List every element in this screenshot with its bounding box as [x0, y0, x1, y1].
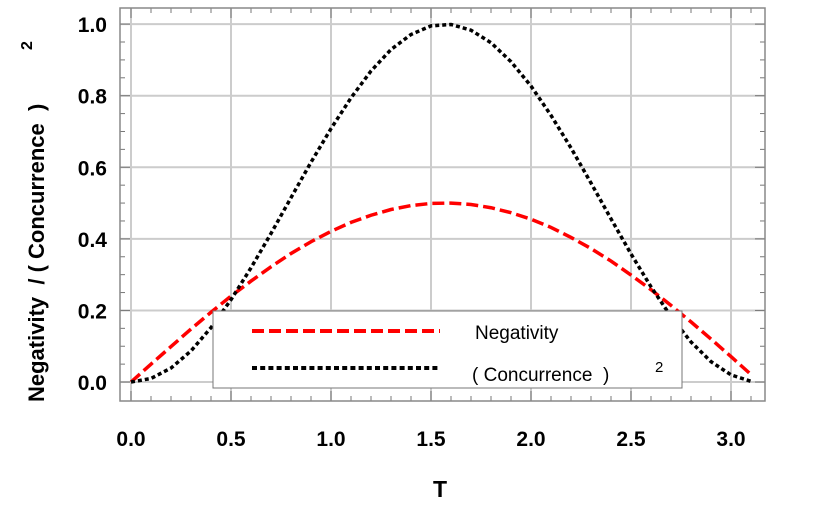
y-tick-label: 0.6 — [78, 157, 107, 180]
legend: Negativity ( Concurrence ) 2 — [212, 310, 683, 389]
x-tick-label: 0.0 — [116, 428, 145, 451]
x-tick-label: 2.5 — [616, 428, 646, 451]
legend-label-superscript: 2 — [655, 359, 663, 376]
x-tick-label: 0.5 — [216, 428, 246, 451]
y-tick-label: 1.0 — [78, 14, 107, 37]
x-axis-label: T — [433, 476, 447, 502]
y-tick-label: 0.0 — [78, 372, 107, 395]
plot-frame — [119, 7, 766, 402]
series-line-concurrence-squared — [130, 22, 752, 384]
x-tick-label: 1.0 — [316, 428, 345, 451]
y-tick-label: 0.2 — [78, 300, 107, 323]
y-tick-label: 0.4 — [78, 229, 108, 252]
series-lines — [129, 22, 753, 384]
legend-box — [212, 310, 683, 389]
y-tick-label: 0.8 — [78, 86, 108, 109]
x-tick-label: 2.0 — [516, 428, 545, 451]
y-axis-label: Negativity / ( Concurrence ) — [24, 104, 49, 402]
legend-label-concurrence: ( Concurrence ) — [472, 365, 609, 386]
ticks — [120, 8, 765, 401]
x-tick-label: 1.5 — [416, 428, 446, 451]
y-axis-label-superscript: 2 — [19, 41, 36, 50]
y-axis-label-group: Negativity / ( Concurrence ) 2 — [19, 41, 49, 402]
tick-labels: 0.0 0.5 1.0 1.5 2.0 2.5 3.0 0.0 0.2 0.4 0.6 0.8 1.0 — [78, 14, 746, 451]
x-tick-label: 3.0 — [716, 428, 745, 451]
legend-label-negativity: Negativity — [475, 323, 559, 344]
